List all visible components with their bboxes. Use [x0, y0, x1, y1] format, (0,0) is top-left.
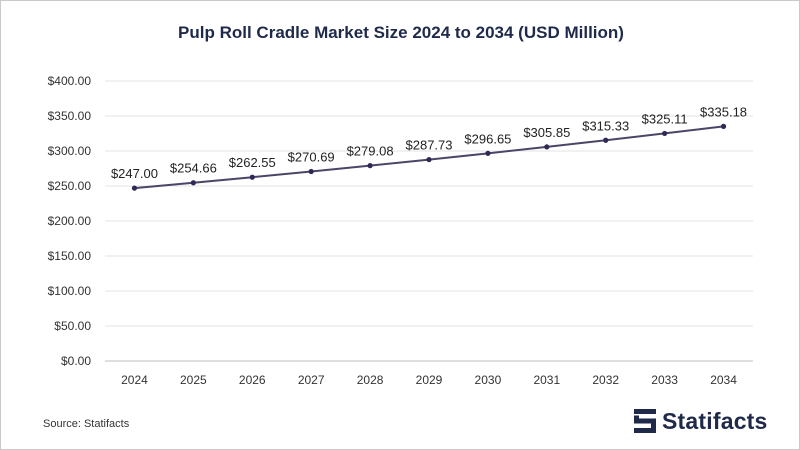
y-tick-label: $250.00 — [48, 179, 92, 193]
x-tick-label: 2026 — [239, 373, 266, 387]
data-point — [720, 123, 727, 129]
series-layer — [131, 123, 727, 191]
data-point — [367, 163, 373, 169]
data-point — [603, 137, 609, 143]
statifacts-logo-icon — [634, 409, 656, 433]
data-label: $247.00 — [111, 166, 158, 181]
y-tick-label: $0.00 — [61, 354, 91, 368]
x-tick-label: 2032 — [592, 373, 619, 387]
y-tick-label: $400.00 — [48, 74, 92, 88]
x-tick-label: 2027 — [298, 373, 325, 387]
data-label: $325.11 — [642, 111, 688, 126]
data-label: $287.73 — [406, 138, 453, 153]
data-label: $270.69 — [288, 150, 335, 165]
y-axis: $0.00 $50.00 $100.00 $150.00 $200.00 $250.00 $… — [48, 74, 92, 368]
data-point — [662, 130, 668, 137]
y-tick-label: $300.00 — [48, 144, 92, 158]
gridlines — [105, 80, 753, 362]
data-labels: $247.00 $254.66 $262.55 $270.69 $279.08 $287.… — [111, 104, 747, 181]
x-axis: 2024 2025 2026 2027 2028 2029 2030 2031 2032 2033… — [121, 373, 737, 387]
x-tick-label: 2025 — [180, 373, 207, 387]
data-point — [190, 180, 196, 186]
data-label: $262.55 — [229, 155, 276, 170]
data-point — [544, 144, 550, 150]
data-label: $296.65 — [464, 131, 511, 146]
x-tick-label: 2024 — [121, 373, 148, 387]
source-note: Source: Statifacts — [43, 418, 130, 430]
x-tick-label: 2028 — [357, 373, 384, 387]
data-label: $315.33 — [582, 118, 629, 133]
chart-title: Pulp Roll Cradle Market Size 2024 to 203… — [178, 23, 624, 42]
brand-logo: Statifacts — [634, 406, 768, 436]
x-tick-label: 2029 — [416, 373, 443, 387]
x-tick-label: 2031 — [533, 373, 560, 387]
brand-name: Statifacts — [662, 407, 768, 434]
y-tick-label: $100.00 — [48, 284, 92, 298]
y-tick-label: $350.00 — [48, 109, 92, 123]
x-tick-label: 2033 — [651, 373, 678, 387]
data-point — [131, 185, 138, 191]
y-tick-label: $150.00 — [48, 249, 92, 263]
x-tick-label: 2030 — [475, 373, 502, 387]
data-label: $254.66 — [170, 161, 217, 176]
x-tick-label: 2034 — [710, 373, 737, 387]
data-label: $279.08 — [347, 144, 394, 159]
y-tick-label: $200.00 — [48, 214, 92, 228]
data-point — [308, 168, 314, 175]
data-label: $305.85 — [523, 125, 570, 140]
data-point — [249, 174, 255, 180]
y-tick-label: $50.00 — [54, 319, 91, 333]
data-point — [426, 156, 432, 163]
data-label: $335.18 — [700, 104, 747, 119]
data-point — [485, 150, 491, 156]
